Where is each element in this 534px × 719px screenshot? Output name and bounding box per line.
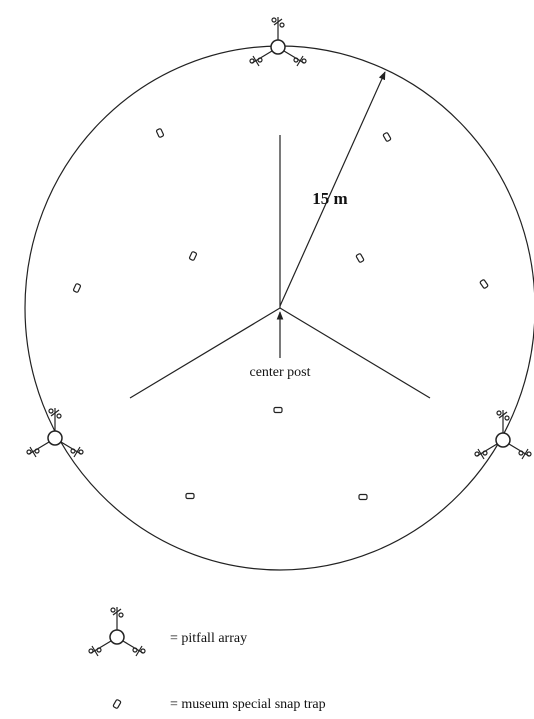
center-label: center post xyxy=(249,365,310,380)
snap-traps xyxy=(72,127,489,501)
legend-snap-trap: = museum special snap trap xyxy=(170,697,326,712)
radius-label: 15 m xyxy=(312,189,347,208)
legend-pitfall: = pitfall array xyxy=(170,631,247,646)
center-lines xyxy=(129,71,431,399)
pitfall-arrays xyxy=(26,16,532,460)
legend: = pitfall array = museum special snap tr… xyxy=(88,606,326,712)
